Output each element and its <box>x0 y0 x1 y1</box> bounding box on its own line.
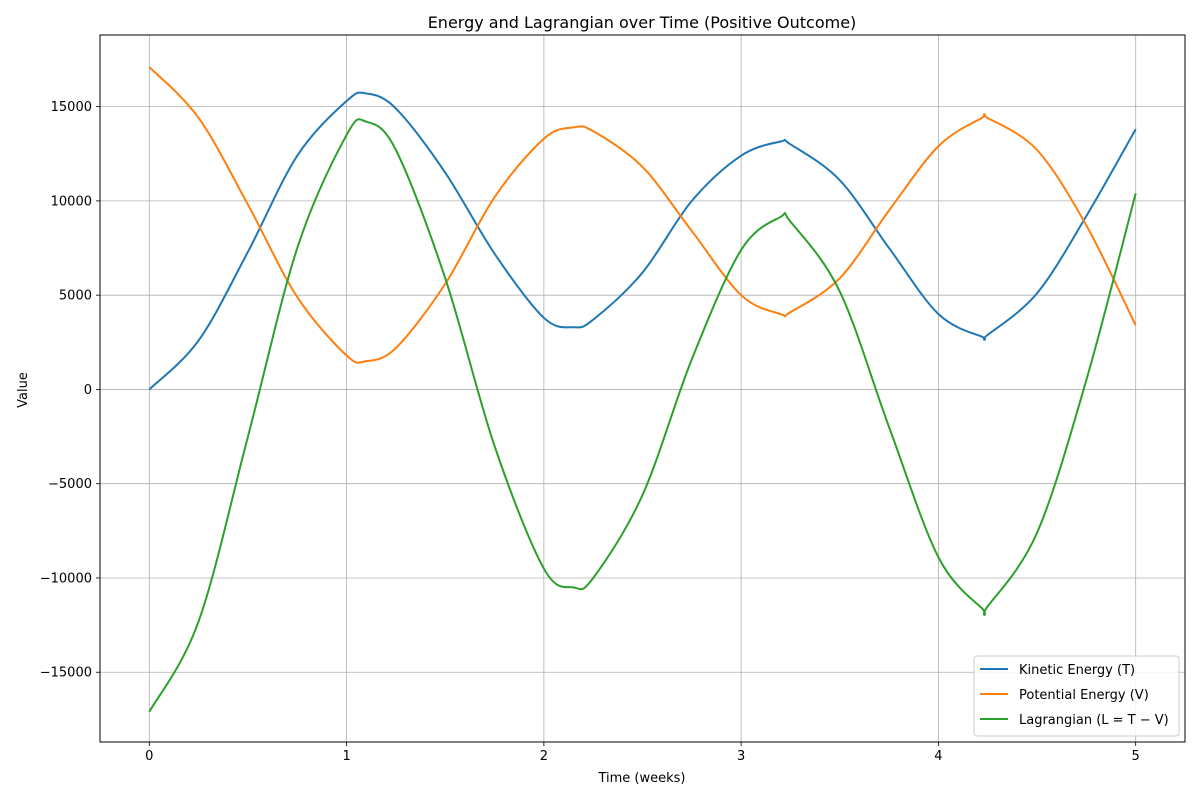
grid <box>100 35 1185 742</box>
x-tick-label: 0 <box>145 749 153 764</box>
legend-label-kinetic: Kinetic Energy (T) <box>1019 663 1135 678</box>
plot-frame <box>99 34 1186 743</box>
axis-ticks: 0 1 2 3 4 5 −15000 −10000 −5000 0 5000 10000 15000 <box>40 100 1140 764</box>
lagrangian-line <box>148 118 1137 713</box>
y-tick-label: 5000 <box>59 289 92 304</box>
x-tick-label: 4 <box>934 749 942 764</box>
y-tick-label: 15000 <box>51 100 92 115</box>
y-tick-label: 10000 <box>51 194 92 209</box>
legend-box <box>973 655 1180 737</box>
y-axis-title: Value <box>16 372 31 408</box>
legend-label-lagrangian: Lagrangian (L = T − V) <box>1019 713 1169 728</box>
chart-title: Energy and Lagrangian over Time (Positiv… <box>428 13 857 32</box>
series-lines <box>148 66 1137 713</box>
legend: Kinetic Energy (T) Potential Energy (V) … <box>973 655 1180 737</box>
x-tick-label: 3 <box>737 749 745 764</box>
y-tick-label: −15000 <box>40 666 92 681</box>
potential-energy-line <box>148 66 1137 364</box>
y-tick-label: −10000 <box>40 571 92 586</box>
legend-label-potential: Potential Energy (V) <box>1019 688 1149 703</box>
kinetic-energy-line <box>148 91 1137 391</box>
x-tick-label: 2 <box>540 749 548 764</box>
y-tick-label: −5000 <box>48 477 92 492</box>
x-axis-title: Time (weeks) <box>597 771 685 786</box>
y-tick-label: 0 <box>84 383 92 398</box>
x-tick-label: 1 <box>342 749 350 764</box>
x-tick-label: 5 <box>1132 749 1140 764</box>
